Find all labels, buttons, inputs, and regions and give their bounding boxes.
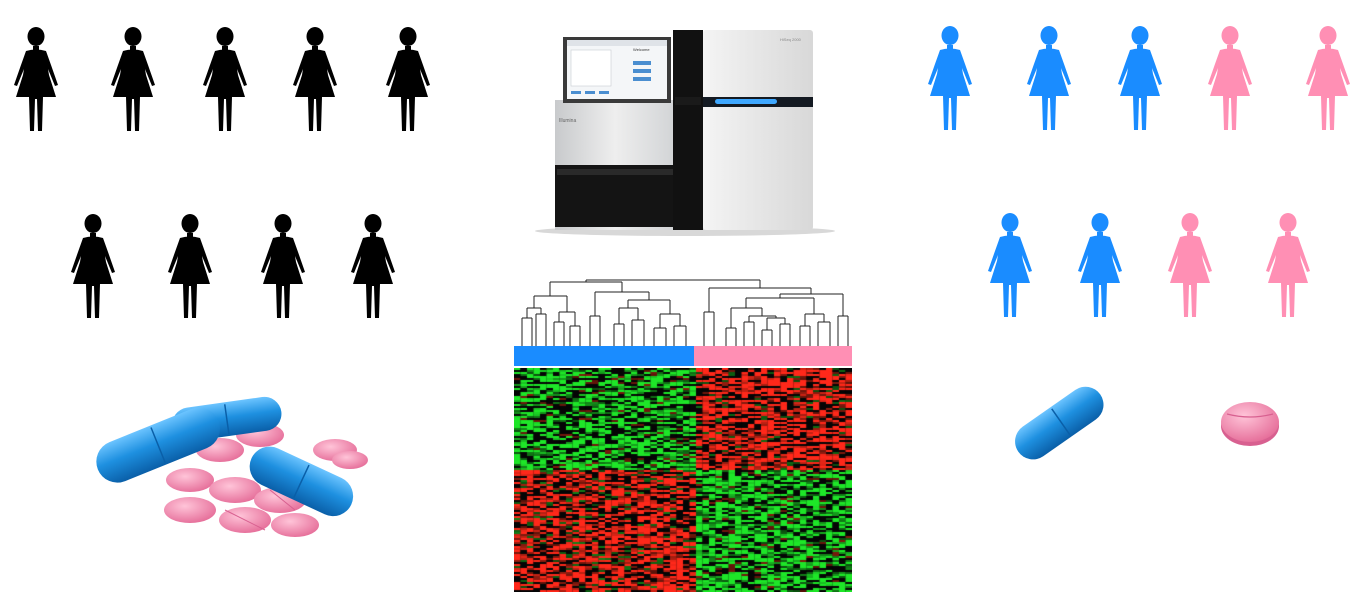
- stratified-population: [910, 0, 1362, 340]
- sequencer-screen-title: Welcome: [633, 47, 650, 52]
- woman-figure-icon: [386, 27, 430, 131]
- capsule-icon: [1015, 386, 1104, 460]
- sequencer-machine: Welcome Illumina HiSeq 2000: [535, 25, 835, 240]
- woman-figure-icon: [14, 27, 58, 131]
- woman-figure-icon: [928, 26, 972, 130]
- cluster-bar-group-a: [514, 346, 694, 366]
- separated-tablet: [1215, 390, 1285, 455]
- woman-figure-icon: [351, 214, 395, 318]
- expression-heatmap: [514, 278, 852, 592]
- woman-figure-icon: [1168, 213, 1212, 317]
- mixed-pills-icon: [96, 396, 368, 537]
- tablet-icon: [1221, 402, 1279, 446]
- woman-figure-icon: [1078, 213, 1122, 317]
- capsule-icon: [96, 396, 354, 517]
- woman-figure-icon: [1118, 26, 1162, 130]
- woman-figure-icon: [111, 27, 155, 131]
- separated-capsule: [1000, 375, 1110, 460]
- woman-figure-icon: [168, 214, 212, 318]
- woman-figure-icon: [1266, 213, 1310, 317]
- tablet-icon: [164, 423, 368, 537]
- sequencer-model-label: HiSeq 2000: [780, 37, 802, 42]
- untreated-population: [0, 0, 450, 340]
- woman-figure-icon: [1027, 26, 1071, 130]
- heatmap-grid: [514, 368, 852, 592]
- woman-figure-icon: [261, 214, 305, 318]
- woman-figure-icon: [1208, 26, 1252, 130]
- woman-figure-icon: [203, 27, 247, 131]
- stratified-figures: [928, 26, 1350, 317]
- sequencer-brand-label: Illumina: [559, 118, 576, 124]
- sequencer-icon: Welcome Illumina HiSeq 2000: [535, 30, 835, 236]
- woman-figure-icon: [988, 213, 1032, 317]
- woman-figure-icon: [71, 214, 115, 318]
- cluster-bar-group-b: [694, 346, 852, 366]
- dendrogram: [521, 279, 849, 346]
- woman-figure-icon: [293, 27, 337, 131]
- untreated-figures: [14, 27, 430, 318]
- woman-figure-icon: [1306, 26, 1350, 130]
- mixed-drug-pile: [70, 380, 380, 540]
